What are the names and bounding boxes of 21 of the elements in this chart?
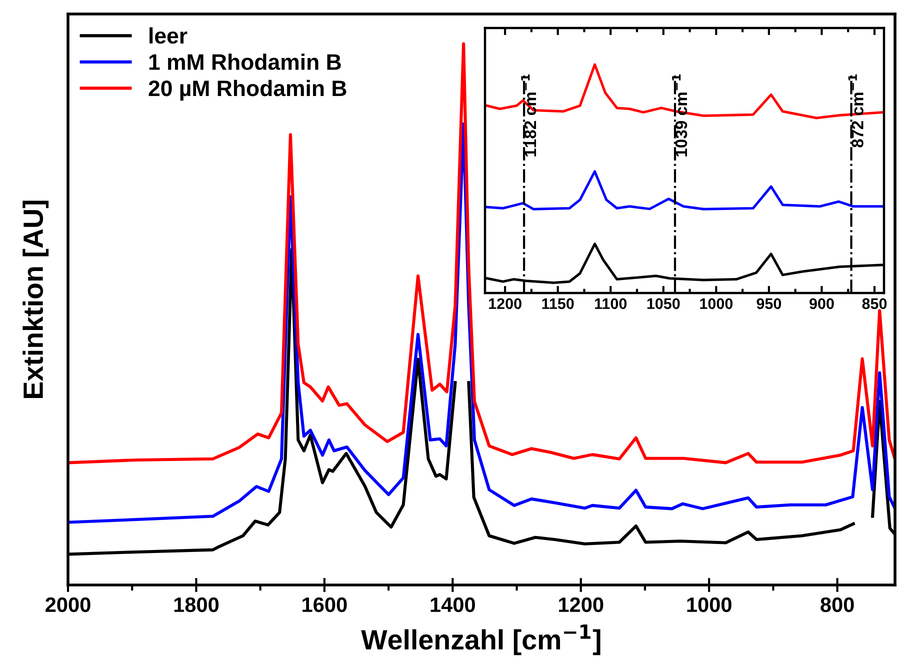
- x-tick-label: 950: [756, 298, 782, 310]
- x-tick-label: 800: [820, 597, 854, 612]
- legend-label: leer: [150, 27, 188, 44]
- legend-label: 20 µM Rhodamin B: [148, 80, 346, 101]
- x-tick-label: 2000: [46, 597, 90, 612]
- x-tick-label: 1200: [489, 298, 522, 310]
- x-tick-label: 1600: [302, 597, 347, 612]
- x-tick-label: 850: [862, 298, 887, 310]
- x-tick-label: 1100: [595, 298, 627, 310]
- x-tick-label: 1800: [174, 597, 219, 612]
- legend-label: 1 mM Rhodamin B: [149, 54, 341, 70]
- x-tick-label: 1200: [559, 597, 604, 612]
- x-tick-label: 900: [810, 298, 834, 310]
- x-tick-label: 1150: [542, 298, 574, 310]
- x-tick-label: 1000: [687, 597, 732, 612]
- x-axis-title: Wellenzahl [cm$^{−1}$]: [361, 624, 600, 656]
- x-tick-label: 1000: [700, 298, 733, 310]
- ref-line-label: 872 cm$^{−1}$: [848, 74, 864, 148]
- x-tick-label: 1050: [647, 298, 680, 310]
- y-axis-title: Extinktion [AU]: [22, 200, 49, 398]
- x-tick-label: 1400: [430, 597, 475, 612]
